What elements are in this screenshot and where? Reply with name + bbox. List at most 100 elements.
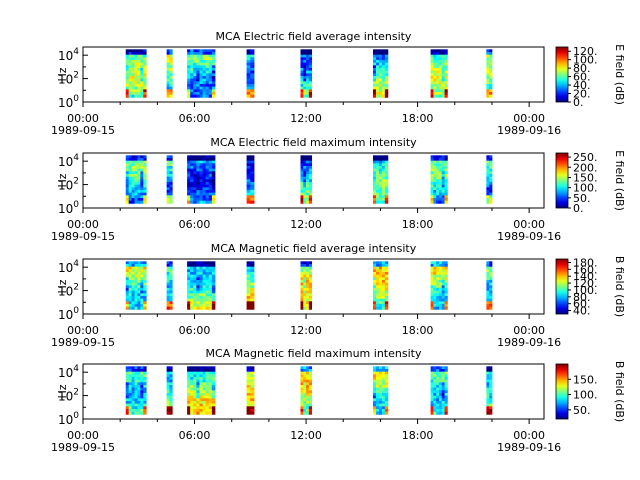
spectrogram-cell: [489, 392, 493, 397]
spectrogram-cell: [250, 67, 255, 72]
spectrogram-cell: [441, 306, 445, 310]
spectrogram-cell: [308, 59, 313, 64]
spectrogram-cell: [486, 368, 490, 373]
spectrogram-cell: [441, 173, 445, 178]
spectrogram-cell: [208, 78, 213, 82]
spectrogram-cell: [128, 390, 132, 394]
spectrogram-cell: [193, 192, 197, 196]
spectrogram-cell: [250, 411, 255, 415]
spectrogram-cell: [128, 165, 132, 170]
spectrogram-cell: [381, 157, 386, 162]
spectrogram-cell: [143, 168, 147, 172]
spectrogram-cell: [375, 285, 380, 289]
spectrogram-cell: [166, 176, 170, 180]
panel-title: MCA Electric field average intensity: [216, 30, 412, 43]
spectrogram-cell: [208, 94, 213, 98]
spectrogram-cell: [140, 189, 144, 194]
spectrogram-cell: [430, 160, 434, 164]
spectrogram-cell: [166, 376, 170, 381]
spectrogram-cell: [190, 54, 194, 58]
spectrogram-cell: [436, 395, 440, 399]
spectrogram-cell: [430, 384, 434, 389]
spectrogram-cell: [381, 65, 386, 69]
spectrogram-cell: [303, 277, 307, 281]
spectrogram-cell: [375, 171, 380, 175]
spectrogram-cell: [134, 179, 138, 183]
spectrogram-cell: [137, 287, 141, 292]
spectrogram-cell: [308, 65, 313, 69]
spectrogram-cell: [134, 73, 138, 77]
spectrogram-cell: [444, 49, 448, 53]
spectrogram-cell: [208, 168, 213, 172]
spectrogram-cell: [375, 70, 380, 74]
spectrogram-cell: [128, 371, 132, 375]
spectrogram-cell: [131, 192, 135, 196]
spectrogram-cell: [300, 392, 304, 397]
spectrogram-cell: [131, 181, 135, 186]
spectrogram-cell: [381, 295, 386, 300]
spectrogram-cell: [211, 384, 216, 389]
spectrogram-cell: [300, 189, 304, 194]
spectrogram-cell: [444, 192, 448, 196]
spectrogram-cell: [166, 181, 170, 186]
spectrogram-cell: [381, 290, 386, 294]
spectrogram-cell: [202, 403, 207, 407]
spectrogram-cell: [441, 274, 445, 278]
spectrogram-cell: [444, 271, 448, 276]
spectrogram-cell: [381, 400, 386, 405]
spectrogram-cell: [187, 179, 191, 183]
spectrogram-cell: [187, 379, 191, 383]
spectrogram-cell: [128, 392, 132, 397]
spectrogram-cell: [378, 269, 383, 273]
spectrogram-cell: [211, 392, 216, 397]
spectrogram-cell: [211, 400, 216, 405]
spectrogram-cell: [196, 57, 200, 61]
spectrogram-cell: [441, 165, 445, 170]
spectrogram-cell: [125, 371, 130, 375]
spectrogram-cell: [125, 261, 130, 265]
spectrogram-cell: [444, 62, 448, 66]
spectrogram-cell: [143, 165, 147, 170]
spectrogram-cell: [193, 403, 197, 407]
spectrogram-cell: [384, 184, 389, 188]
spectrogram-cell: [205, 165, 210, 170]
spectrogram-cell: [211, 295, 216, 300]
spectrogram-cell: [246, 173, 251, 178]
spectrogram-cell: [384, 197, 389, 202]
spectrogram-cell: [196, 94, 200, 98]
spectrogram-cell: [205, 189, 210, 194]
spectrogram-cell: [193, 67, 197, 72]
spectrogram-cell: [489, 371, 493, 375]
spectrogram-cell: [205, 65, 210, 69]
spectrogram-cell: [250, 387, 255, 391]
spectrogram-cell: [205, 271, 210, 276]
spectrogram-cell: [306, 89, 310, 93]
spectrogram-cell: [375, 382, 380, 386]
spectrogram-cell: [134, 49, 138, 53]
spectrogram-cell: [441, 49, 445, 53]
spectrogram-cell: [137, 382, 141, 386]
spectrogram-cell: [372, 54, 377, 58]
spectrogram-cell: [199, 274, 203, 278]
spectrogram-cell: [169, 382, 173, 386]
spectrogram-cell: [430, 189, 434, 194]
spectrogram-cell: [208, 192, 213, 196]
spectrogram-cell: [438, 277, 443, 281]
spectrogram-cell: [199, 387, 203, 391]
spectrogram-cell: [193, 271, 197, 276]
spectrogram-cell: [137, 192, 141, 196]
spectrogram-cell: [246, 89, 251, 93]
spectrogram-cell: [486, 62, 490, 66]
spectrogram-cell: [205, 298, 210, 302]
spectrogram-cell: [372, 395, 377, 399]
spectrogram-cell: [137, 306, 141, 310]
spectrogram-cell: [441, 285, 445, 289]
spectrogram-cell: [208, 408, 213, 413]
spectrogram-cell: [143, 94, 147, 98]
spectrogram-cell: [441, 390, 445, 394]
spectrogram-cell: [375, 263, 380, 268]
spectrogram-cell: [196, 371, 200, 375]
spectrogram-cell: [166, 295, 170, 300]
spectrogram-cell: [125, 266, 130, 270]
spectrogram-cell: [128, 62, 132, 66]
